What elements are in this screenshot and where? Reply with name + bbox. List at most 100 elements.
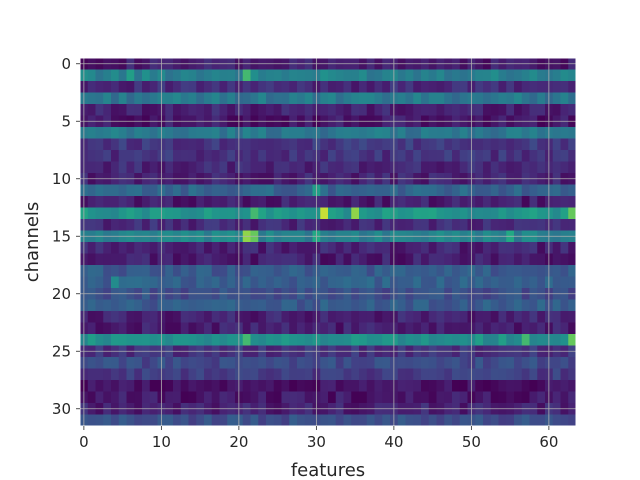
heatmap-cell [211, 414, 220, 427]
heatmap-cell [498, 81, 507, 93]
heatmap-cell [211, 196, 220, 208]
heatmap-cell [537, 161, 546, 174]
x-tick-label: 0 [79, 433, 89, 451]
heatmap-cell [335, 414, 344, 427]
heatmap-cell [514, 414, 523, 427]
heatmap-cell [359, 299, 368, 312]
heatmap-cell [552, 265, 561, 277]
y-tick-label: 0 [61, 55, 71, 73]
heatmap-cell [258, 161, 267, 174]
heatmap-cell [529, 368, 538, 381]
heatmap-cell [196, 380, 205, 392]
heatmap-cell [521, 242, 530, 254]
heatmap-cell [266, 265, 275, 277]
heatmap-cell [142, 253, 151, 266]
heatmap-cell [173, 265, 182, 277]
heatmap-cell [173, 92, 182, 105]
heatmap-cell [475, 357, 484, 369]
heatmap-cell [250, 322, 259, 335]
heatmap-cell [483, 196, 492, 208]
heatmap-cell [258, 299, 267, 312]
heatmap-cell [421, 138, 430, 151]
heatmap-cell [173, 81, 182, 93]
heatmap-cell [374, 334, 383, 346]
heatmap-cell [483, 299, 492, 312]
heatmap-cell [506, 311, 515, 323]
heatmap-cell [498, 219, 507, 231]
heatmap-cell [413, 150, 422, 162]
heatmap-cell [475, 242, 484, 254]
heatmap-cell [552, 138, 561, 151]
heatmap-cell [459, 104, 468, 116]
heatmap-cell [506, 207, 515, 220]
heatmap-cell [180, 357, 189, 369]
heatmap-cell [95, 253, 104, 266]
heatmap-cell [521, 265, 530, 277]
heatmap-cell [134, 334, 143, 346]
heatmap-cell [366, 242, 375, 254]
heatmap-cell [111, 161, 120, 174]
heatmap-cell [421, 414, 430, 427]
heatmap-cell [126, 104, 135, 116]
heatmap-cell [552, 219, 561, 231]
heatmap-cell [382, 299, 391, 312]
heatmap-cell [498, 138, 507, 151]
heatmap-cell [382, 104, 391, 116]
heatmap-cell [459, 207, 468, 220]
heatmap-cell [273, 380, 282, 392]
heatmap-cell [452, 92, 461, 105]
heatmap-cell [188, 196, 197, 208]
heatmap-cell [568, 207, 577, 220]
heatmap-cell [204, 161, 213, 174]
heatmap-cell [118, 414, 127, 427]
heatmap-cell [165, 253, 174, 266]
heatmap-cell [560, 92, 569, 105]
heatmap-cell [204, 311, 213, 323]
heatmap-cell [87, 196, 96, 208]
heatmap-cell [537, 242, 546, 254]
heatmap-cell [196, 357, 205, 369]
heatmap-cell [196, 69, 205, 82]
heatmap-cell [173, 196, 182, 208]
heatmap-cell [281, 219, 290, 231]
heatmap-cell [397, 81, 406, 93]
heatmap-cell [552, 92, 561, 105]
heatmap-cell [258, 92, 267, 105]
heatmap-cell [266, 368, 275, 381]
heatmap-cell [568, 69, 577, 82]
heatmap-cell [95, 380, 104, 392]
heatmap-cell [173, 334, 182, 346]
heatmap-cell [421, 104, 430, 116]
heatmap-cell [95, 184, 104, 197]
heatmap-cell [258, 138, 267, 151]
heatmap-cell [490, 311, 499, 323]
heatmap-cell [552, 322, 561, 335]
heatmap-cell [343, 391, 352, 404]
heatmap-cell [537, 380, 546, 392]
heatmap-cell [273, 311, 282, 323]
heatmap-cell [250, 104, 259, 116]
heatmap-cell [436, 334, 445, 346]
heatmap-cell [180, 138, 189, 151]
heatmap-cell [134, 357, 143, 369]
heatmap-cell [475, 391, 484, 404]
heatmap-cell [320, 265, 329, 277]
heatmap-cell [529, 161, 538, 174]
heatmap-cell [552, 104, 561, 116]
heatmap-cell [173, 380, 182, 392]
heatmap-cell [421, 299, 430, 312]
heatmap-cell [320, 253, 329, 266]
heatmap-cell [118, 138, 127, 151]
heatmap-cell [459, 311, 468, 323]
heatmap-cell [521, 150, 530, 162]
heatmap-cell [188, 150, 197, 162]
heatmap-cell [436, 219, 445, 231]
heatmap-cell [568, 92, 577, 105]
heatmap-cell [521, 138, 530, 151]
heatmap-cell [289, 242, 298, 254]
heatmap-cell [405, 138, 414, 151]
heatmap-cell [126, 161, 135, 174]
heatmap-cell [304, 380, 313, 392]
heatmap-cell [521, 184, 530, 197]
heatmap-cell [459, 391, 468, 404]
